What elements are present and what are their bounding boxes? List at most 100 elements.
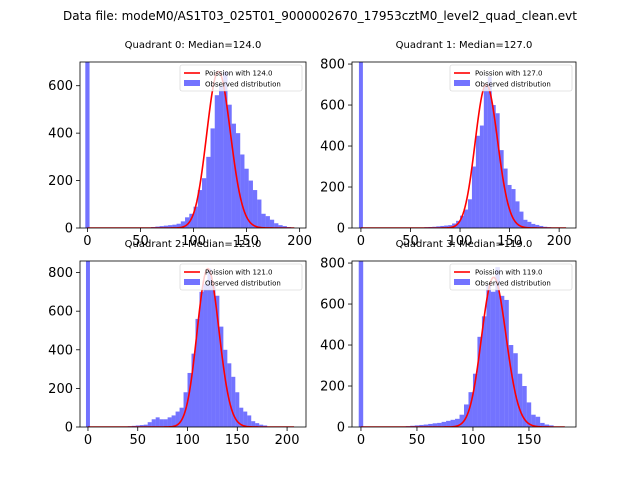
quadrant-3-title: Quadrant 3: Median=119.0	[396, 239, 533, 250]
histogram-bar	[210, 128, 215, 228]
quadrant-1-panel: 0 50 100 150 200 0 200 400 600 800 Quadrant 1: Med…	[320, 40, 577, 249]
y-tick-label: 400	[320, 339, 345, 354]
histogram-bar	[471, 166, 476, 228]
histogram-bar	[437, 422, 442, 427]
histogram-bar	[189, 213, 194, 228]
histogram-bar	[479, 125, 484, 228]
histogram-bar	[257, 199, 262, 228]
histogram-bar	[455, 418, 460, 427]
legend-label-observed: Observed distribution	[475, 280, 551, 288]
histogram-bar	[535, 416, 541, 427]
histogram-bar	[495, 267, 500, 427]
histogram-bar	[168, 225, 173, 228]
histogram-bar	[248, 180, 253, 228]
histogram-bar	[414, 425, 420, 427]
y-tick-label: 200	[48, 174, 73, 189]
x-tick-label: 200	[287, 234, 312, 249]
quadrant-0-plot-area	[85, 62, 295, 228]
legend-bar-swatch	[454, 279, 470, 285]
histogram-bar	[460, 215, 464, 228]
legend: Poission with 127.0 Observed distribution	[449, 64, 573, 92]
histogram-bar	[206, 156, 211, 228]
y-tick-label: 200	[320, 380, 345, 395]
legend-label-poisson: Poission with 124.0	[205, 70, 273, 78]
histogram-bar	[227, 104, 232, 228]
x-tick-label: 100	[461, 433, 486, 448]
histogram-bar	[495, 113, 500, 228]
histogram-bar	[240, 154, 245, 228]
histogram-bar	[207, 268, 212, 427]
x-tick-label: 50	[132, 234, 149, 249]
histogram-bar	[490, 291, 496, 427]
histogram-bar	[139, 425, 144, 427]
histogram-bar	[176, 223, 181, 228]
histogram-bar	[147, 422, 152, 427]
histogram-bar	[243, 411, 248, 427]
legend: Poission with 119.0 Observed distribution	[449, 263, 573, 291]
histogram-bar	[504, 299, 509, 427]
x-tick-label: 200	[547, 234, 572, 249]
histogram-bar	[218, 85, 224, 228]
histogram-bar	[227, 363, 232, 427]
x-tick-label: 50	[129, 433, 146, 448]
axes-frame	[79, 61, 307, 229]
legend-label-poisson: Poission with 121.0	[205, 269, 273, 277]
histogram-bar	[214, 95, 219, 228]
histogram-bar	[446, 420, 451, 427]
histogram-bar	[252, 190, 258, 228]
y-tick-label: 400	[48, 127, 73, 142]
axes-frame	[351, 61, 577, 229]
histogram-bar	[180, 221, 186, 228]
y-tick-label: 0	[65, 421, 73, 436]
histogram-bar	[428, 423, 433, 427]
poisson-curve	[360, 276, 565, 427]
histogram-bar	[261, 213, 266, 228]
y-tick-label: 800	[48, 266, 73, 281]
x-tick-label: 0	[357, 433, 365, 448]
y-tick-label: 400	[320, 140, 345, 155]
histogram-bar	[197, 190, 203, 228]
legend-bar-swatch	[454, 80, 470, 86]
histogram-bar	[269, 219, 275, 228]
quadrant-2-panel: 0 50 100 150 200 0 200 400 600 800 Quadrant 2: Med…	[48, 239, 307, 448]
histogram-bar	[483, 86, 488, 228]
histogram-bar	[491, 105, 496, 228]
histogram-bar	[278, 225, 283, 228]
legend-box	[449, 263, 573, 291]
histogram-bar	[167, 417, 172, 427]
poisson-curve	[87, 70, 295, 228]
histogram-bar	[544, 424, 550, 427]
legend-bar-swatch	[184, 279, 200, 285]
histogram-bar	[535, 224, 540, 228]
legend-bar-swatch	[184, 80, 200, 86]
x-tick-label: 50	[409, 433, 426, 448]
histogram-bar	[464, 209, 468, 228]
histogram-bar	[193, 206, 198, 228]
quadrant-0-panel: 0 50 100 150 200 0 200 400 600 Quadrant 0: Median…	[48, 40, 312, 249]
histogram-bar	[432, 423, 438, 427]
histogram-bar	[163, 225, 169, 228]
histogram-bar	[143, 424, 148, 427]
histogram-bar-zero	[358, 261, 364, 427]
quadrant-1-title: Quadrant 1: Median=127.0	[396, 40, 533, 51]
histogram-bar	[531, 414, 536, 427]
histogram-bar	[475, 135, 480, 228]
x-tick-label: 100	[181, 234, 206, 249]
histogram-bar	[539, 225, 544, 228]
x-tick-label: 100	[175, 433, 200, 448]
histogram-bar	[185, 217, 190, 228]
histogram-bar	[526, 402, 532, 427]
histogram-bar	[231, 376, 236, 427]
histogram-bar	[187, 372, 192, 427]
histogram-bar	[519, 211, 524, 228]
histogram-bar	[481, 316, 487, 427]
quadrant-1-plot-area	[358, 62, 567, 228]
histogram-bar	[522, 386, 527, 427]
histogram-bar	[549, 425, 554, 427]
histogram-bar-zero	[358, 62, 363, 228]
histogram-bar	[215, 295, 220, 427]
histogram-bar	[511, 189, 516, 228]
x-tick-label: 100	[448, 234, 473, 249]
histogram-bar	[235, 392, 240, 427]
